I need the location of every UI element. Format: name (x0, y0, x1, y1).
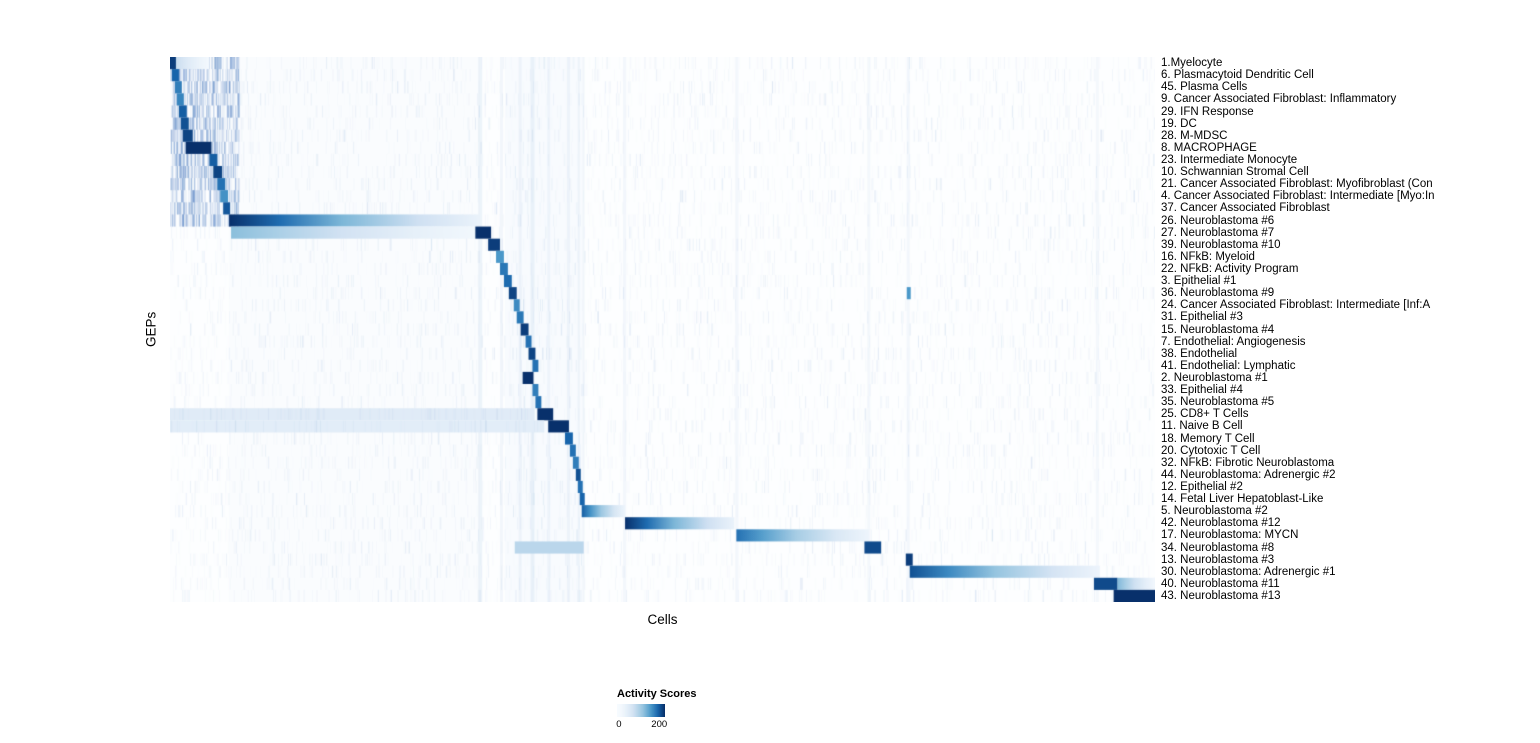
row-label: 3. Epithelial #1 (1161, 275, 1237, 288)
row-label: 45. Plasma Cells (1161, 81, 1248, 94)
row-label: 9. Cancer Associated Fibroblast: Inflamm… (1161, 93, 1397, 106)
row-label: 34. Neuroblastoma #8 (1161, 541, 1275, 554)
row-label: 39. Neuroblastoma #10 (1161, 238, 1281, 251)
row-label: 28. M-MDSC (1161, 129, 1228, 142)
row-label: 14. Fetal Liver Hepatoblast-Like (1161, 493, 1324, 506)
row-label: 33. Epithelial #4 (1161, 384, 1243, 397)
row-label: 23. Intermediate Monocyte (1161, 153, 1298, 166)
row-label: 38. Endothelial (1161, 347, 1238, 360)
row-labels: 1.Myelocyte 6. Plasmacytoid Dendritic Cel… (1161, 57, 1540, 602)
row-label: 22. NFkB: Activity Program (1161, 262, 1299, 275)
row-label: 43. Neuroblastoma #13 (1161, 589, 1281, 602)
row-label: 37. Cancer Associated Fibroblast (1161, 202, 1330, 215)
heatmap-canvas (170, 57, 1155, 602)
row-label: 16. NFkB: Myeloid (1161, 250, 1255, 263)
legend-tick-label: 200 (651, 719, 668, 730)
row-label: 4. Cancer Associated Fibroblast: Interme… (1161, 190, 1435, 203)
row-label: 25. CD8+ T Cells (1161, 408, 1249, 421)
row-label: 5. Neuroblastoma #2 (1161, 505, 1268, 518)
legend-title: Activity Scores (617, 688, 697, 700)
legend-gradient-bar (617, 704, 665, 717)
row-label: 41. Endothelial: Lymphatic (1161, 359, 1296, 372)
row-label: 12. Epithelial #2 (1161, 480, 1243, 493)
row-label: 27. Neuroblastoma #7 (1161, 226, 1275, 239)
row-label: 36. Neuroblastoma #9 (1161, 287, 1275, 300)
row-label: 8. MACROPHAGE (1161, 141, 1257, 154)
row-label: 18. Memory T Cell (1161, 432, 1255, 445)
row-label: 35. Neuroblastoma #5 (1161, 396, 1275, 409)
row-label: 2. Neuroblastoma #1 (1161, 371, 1268, 384)
row-label: 11. Naive B Cell (1161, 420, 1243, 433)
legend-tick-row: 0 200 (616, 719, 668, 731)
row-label: 42. Neuroblastoma #12 (1161, 517, 1281, 530)
row-label: 21. Cancer Associated Fibroblast: Myofib… (1161, 178, 1433, 191)
row-label: 20. Cytotoxic T Cell (1161, 444, 1261, 457)
row-label: 19. DC (1161, 117, 1197, 130)
row-label: 24. Cancer Associated Fibroblast: Interm… (1161, 299, 1431, 312)
row-label: 7. Endothelial: Angiogenesis (1161, 335, 1306, 348)
row-label: 26. Neuroblastoma #6 (1161, 214, 1275, 227)
legend-tick-label: 0 (616, 719, 622, 730)
x-axis-label: Cells (647, 612, 678, 627)
row-label: 29. IFN Response (1161, 105, 1254, 118)
row-label: 44. Neuroblastoma: Adrenergic #2 (1161, 468, 1336, 481)
row-label: 30. Neuroblastoma: Adrenergic #1 (1161, 565, 1336, 578)
row-label: 6. Plasmacytoid Dendritic Cell (1161, 69, 1314, 82)
row-label: 31. Epithelial #3 (1161, 311, 1243, 324)
row-label: 15. Neuroblastoma #4 (1161, 323, 1275, 336)
row-label: 10. Schwannian Stromal Cell (1161, 166, 1309, 179)
row-label: 17. Neuroblastoma: MYCN (1161, 529, 1299, 542)
legend: Activity Scores 0 200 (616, 688, 737, 731)
row-label: 40. Neuroblastoma #11 (1161, 577, 1280, 590)
y-axis-label: GEPs (143, 311, 159, 348)
row-label: 1.Myelocyte (1161, 57, 1223, 70)
row-label: 13. Neuroblastoma #3 (1161, 553, 1275, 566)
row-label: 32. NFkB: Fibrotic Neuroblastoma (1161, 456, 1335, 469)
